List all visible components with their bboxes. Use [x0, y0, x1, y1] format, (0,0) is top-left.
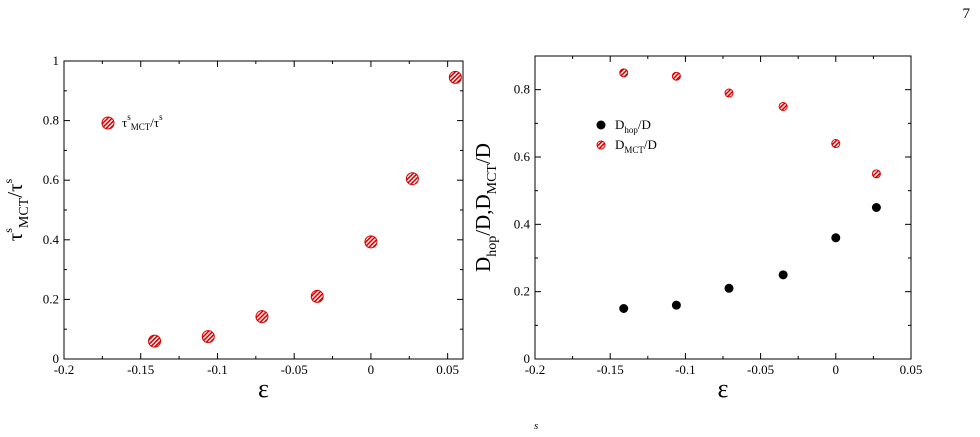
x-tick-label: -0.1 — [675, 362, 696, 377]
data-point — [448, 70, 462, 84]
page-number: 7 — [962, 6, 971, 22]
plot-frame — [534, 55, 912, 360]
data-point — [871, 169, 881, 179]
data-point — [724, 283, 734, 293]
data-point — [831, 233, 841, 243]
x-tick-label: -0.2 — [525, 362, 546, 377]
data-point — [148, 334, 162, 348]
x-axis-title: ε — [718, 374, 729, 403]
x-tick-label: 0.05 — [436, 362, 459, 377]
data-point — [310, 289, 324, 303]
x-tick-label: 0 — [833, 362, 840, 377]
x-axis-title: ε — [258, 374, 269, 403]
caption-fragment: s — [534, 420, 539, 432]
x-tick-label: 0 — [368, 362, 375, 377]
data-point — [255, 310, 269, 324]
x-tick-label: 0.05 — [900, 362, 923, 377]
chart-left: -0.2 -0.15 -0.1 -0.05 0 0.05 0 0.2 0.4 0.6 0.8 1 ε τs… — [1, 53, 464, 403]
data-point — [201, 330, 215, 344]
y-tick-label: 0.2 — [43, 291, 59, 306]
x-tick-label: -0.2 — [54, 362, 75, 377]
data-point — [724, 88, 734, 98]
y-tick-label: 0.2 — [514, 284, 530, 299]
y-axis-title: τsMCT/τs — [1, 178, 32, 241]
data-point — [364, 235, 378, 249]
y-tick-label: 0.4 — [43, 232, 60, 247]
data-point — [671, 71, 681, 81]
data-point — [405, 172, 419, 186]
data-point — [671, 300, 681, 310]
data-point — [619, 304, 629, 313]
legend-label: τsMCT/τs — [122, 112, 163, 132]
legend-marker — [596, 120, 606, 130]
x-tick-label: -0.05 — [281, 362, 308, 377]
y-tick-label: 0.6 — [514, 149, 531, 164]
y-tick-label: 0 — [524, 351, 531, 366]
x-tick-label: -0.05 — [747, 362, 774, 377]
y-tick-label: 0.4 — [514, 216, 531, 231]
x-tick-label: -0.1 — [207, 362, 228, 377]
chart-right: -0.2 -0.15 -0.1 -0.05 0 0.05 0 0.2 0.4 0.6 0.8 ε Dho… — [471, 55, 923, 403]
data-point — [871, 203, 881, 212]
y-tick-label: 1 — [53, 53, 60, 68]
y-tick-label: 0.6 — [43, 172, 60, 187]
y-tick-label: 0.8 — [43, 113, 59, 128]
legend-marker — [101, 116, 115, 130]
y-tick-label: 0 — [53, 351, 60, 366]
data-point — [831, 139, 841, 149]
data-point — [778, 270, 788, 280]
legend-label: Dhop/D — [615, 117, 651, 135]
legend-marker — [596, 140, 606, 150]
x-tick-label: -0.15 — [127, 362, 154, 377]
y-tick-label: 0.8 — [514, 82, 530, 97]
y-axis-title: Dhop/D,DMCT/D — [471, 143, 500, 272]
data-point — [619, 68, 629, 78]
x-tick-label: -0.15 — [597, 362, 624, 377]
legend-label: DMCT/D — [615, 137, 657, 155]
data-point — [778, 102, 788, 111]
